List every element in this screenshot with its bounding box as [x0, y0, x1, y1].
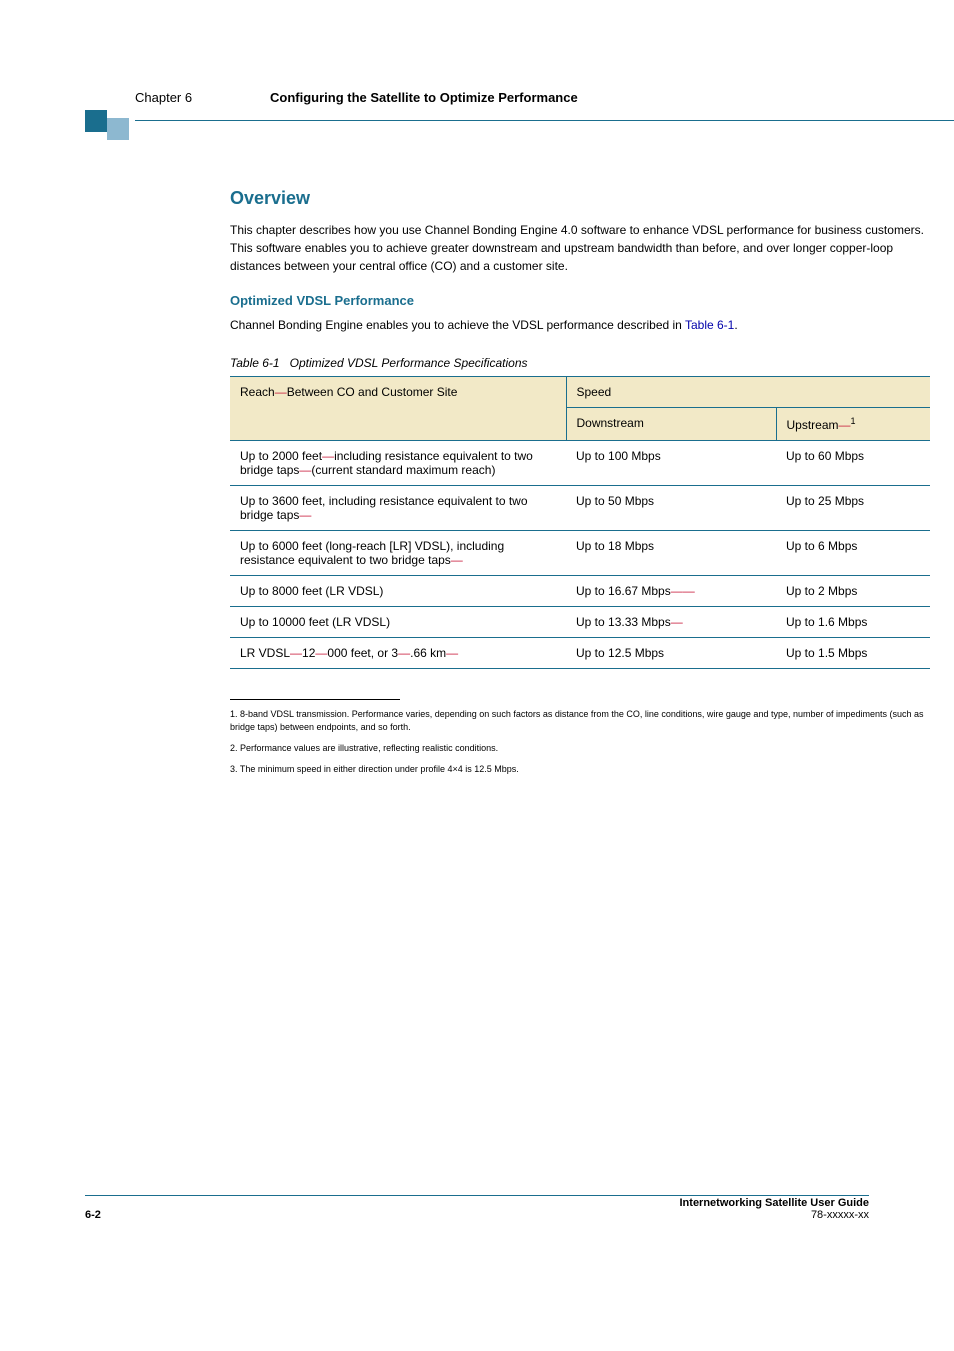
page-content: Overview This chapter describes how you …: [230, 160, 930, 776]
table-row: LR VDSL—12—000 feet, or 3—.66 km— Up to …: [230, 638, 930, 669]
footer-right: Internetworking Satellite User Guide 78-…: [680, 1197, 870, 1221]
book-title: Internetworking Satellite User Guide: [680, 1197, 870, 1209]
table-cell: Up to 6000 feet (long-reach [LR] VDSL), …: [230, 531, 566, 576]
table-cell: Up to 3600 feet, including resistance eq…: [230, 486, 566, 531]
table-cell: Up to 1.5 Mbps: [776, 638, 930, 669]
vdsl-spec-table: Reach—Between CO and Customer Site Speed…: [230, 376, 930, 669]
doc-number: 78-xxxxx-xx: [680, 1209, 870, 1221]
table-caption: Table 6-1 Optimized VDSL Performance Spe…: [230, 356, 930, 370]
table-cell: Up to 16.67 Mbps——: [566, 576, 776, 607]
footnote-rule: [230, 699, 400, 700]
table-cell: Up to 100 Mbps: [566, 441, 776, 486]
table-cell: LR VDSL—12—000 feet, or 3—.66 km—: [230, 638, 566, 669]
footnote-2: 2. Performance values are illustrative, …: [230, 742, 930, 755]
table-row: Up to 2000 feet—including resistance equ…: [230, 441, 930, 486]
chapter-title: Configuring the Satellite to Optimize Pe…: [270, 90, 578, 105]
table-row: Up to 8000 feet (LR VDSL) Up to 16.67 Mb…: [230, 576, 930, 607]
table-cell: Up to 25 Mbps: [776, 486, 930, 531]
table-row: Up to 6000 feet (long-reach [LR] VDSL), …: [230, 531, 930, 576]
table-row: Up to 10000 feet (LR VDSL) Up to 13.33 M…: [230, 607, 930, 638]
table-head-speed: Speed: [566, 377, 930, 408]
table-cell: Up to 8000 feet (LR VDSL): [230, 576, 566, 607]
table-header: Reach—Between CO and Customer Site Speed…: [230, 377, 930, 441]
table-row: Up to 3600 feet, including resistance eq…: [230, 486, 930, 531]
table-body: Up to 2000 feet—including resistance equ…: [230, 441, 930, 669]
table-cell: Up to 6 Mbps: [776, 531, 930, 576]
table-cell: Up to 1.6 Mbps: [776, 607, 930, 638]
table-cell: Up to 60 Mbps: [776, 441, 930, 486]
table-head-upstream: Upstream—1: [776, 408, 930, 441]
chapter-number: Chapter 6: [135, 90, 192, 105]
footnote-ref-1: 1: [851, 416, 856, 426]
table-cell: Up to 13.33 Mbps—: [566, 607, 776, 638]
table-head-reach: Reach—Between CO and Customer Site: [230, 377, 566, 441]
table-cell: Up to 2000 feet—including resistance equ…: [230, 441, 566, 486]
footer-rule: [85, 1195, 869, 1196]
header-accent-light: [107, 118, 129, 140]
body-paragraph-1: This chapter describes how you use Chann…: [230, 221, 930, 275]
footnote-3: 3. The minimum speed in either direction…: [230, 763, 930, 776]
footnote-1: 1. 8-band VDSL transmission. Performance…: [230, 708, 930, 734]
table-head-downstream: Downstream: [566, 408, 776, 441]
table-cell: Up to 12.5 Mbps: [566, 638, 776, 669]
header-accent-dark: [85, 110, 107, 132]
table-cell: Up to 10000 feet (LR VDSL): [230, 607, 566, 638]
header-rule: [135, 120, 954, 121]
section-heading-overview: Overview: [230, 188, 930, 209]
subsection-heading: Optimized VDSL Performance: [230, 293, 930, 308]
table-cell: Up to 2 Mbps: [776, 576, 930, 607]
body-paragraph-2: Channel Bonding Engine enables you to ac…: [230, 316, 930, 334]
table-crossref-link[interactable]: Table 6-1: [685, 318, 734, 332]
page-number: 6-2: [85, 1209, 101, 1221]
table-cell: Up to 50 Mbps: [566, 486, 776, 531]
table-cell: Up to 18 Mbps: [566, 531, 776, 576]
